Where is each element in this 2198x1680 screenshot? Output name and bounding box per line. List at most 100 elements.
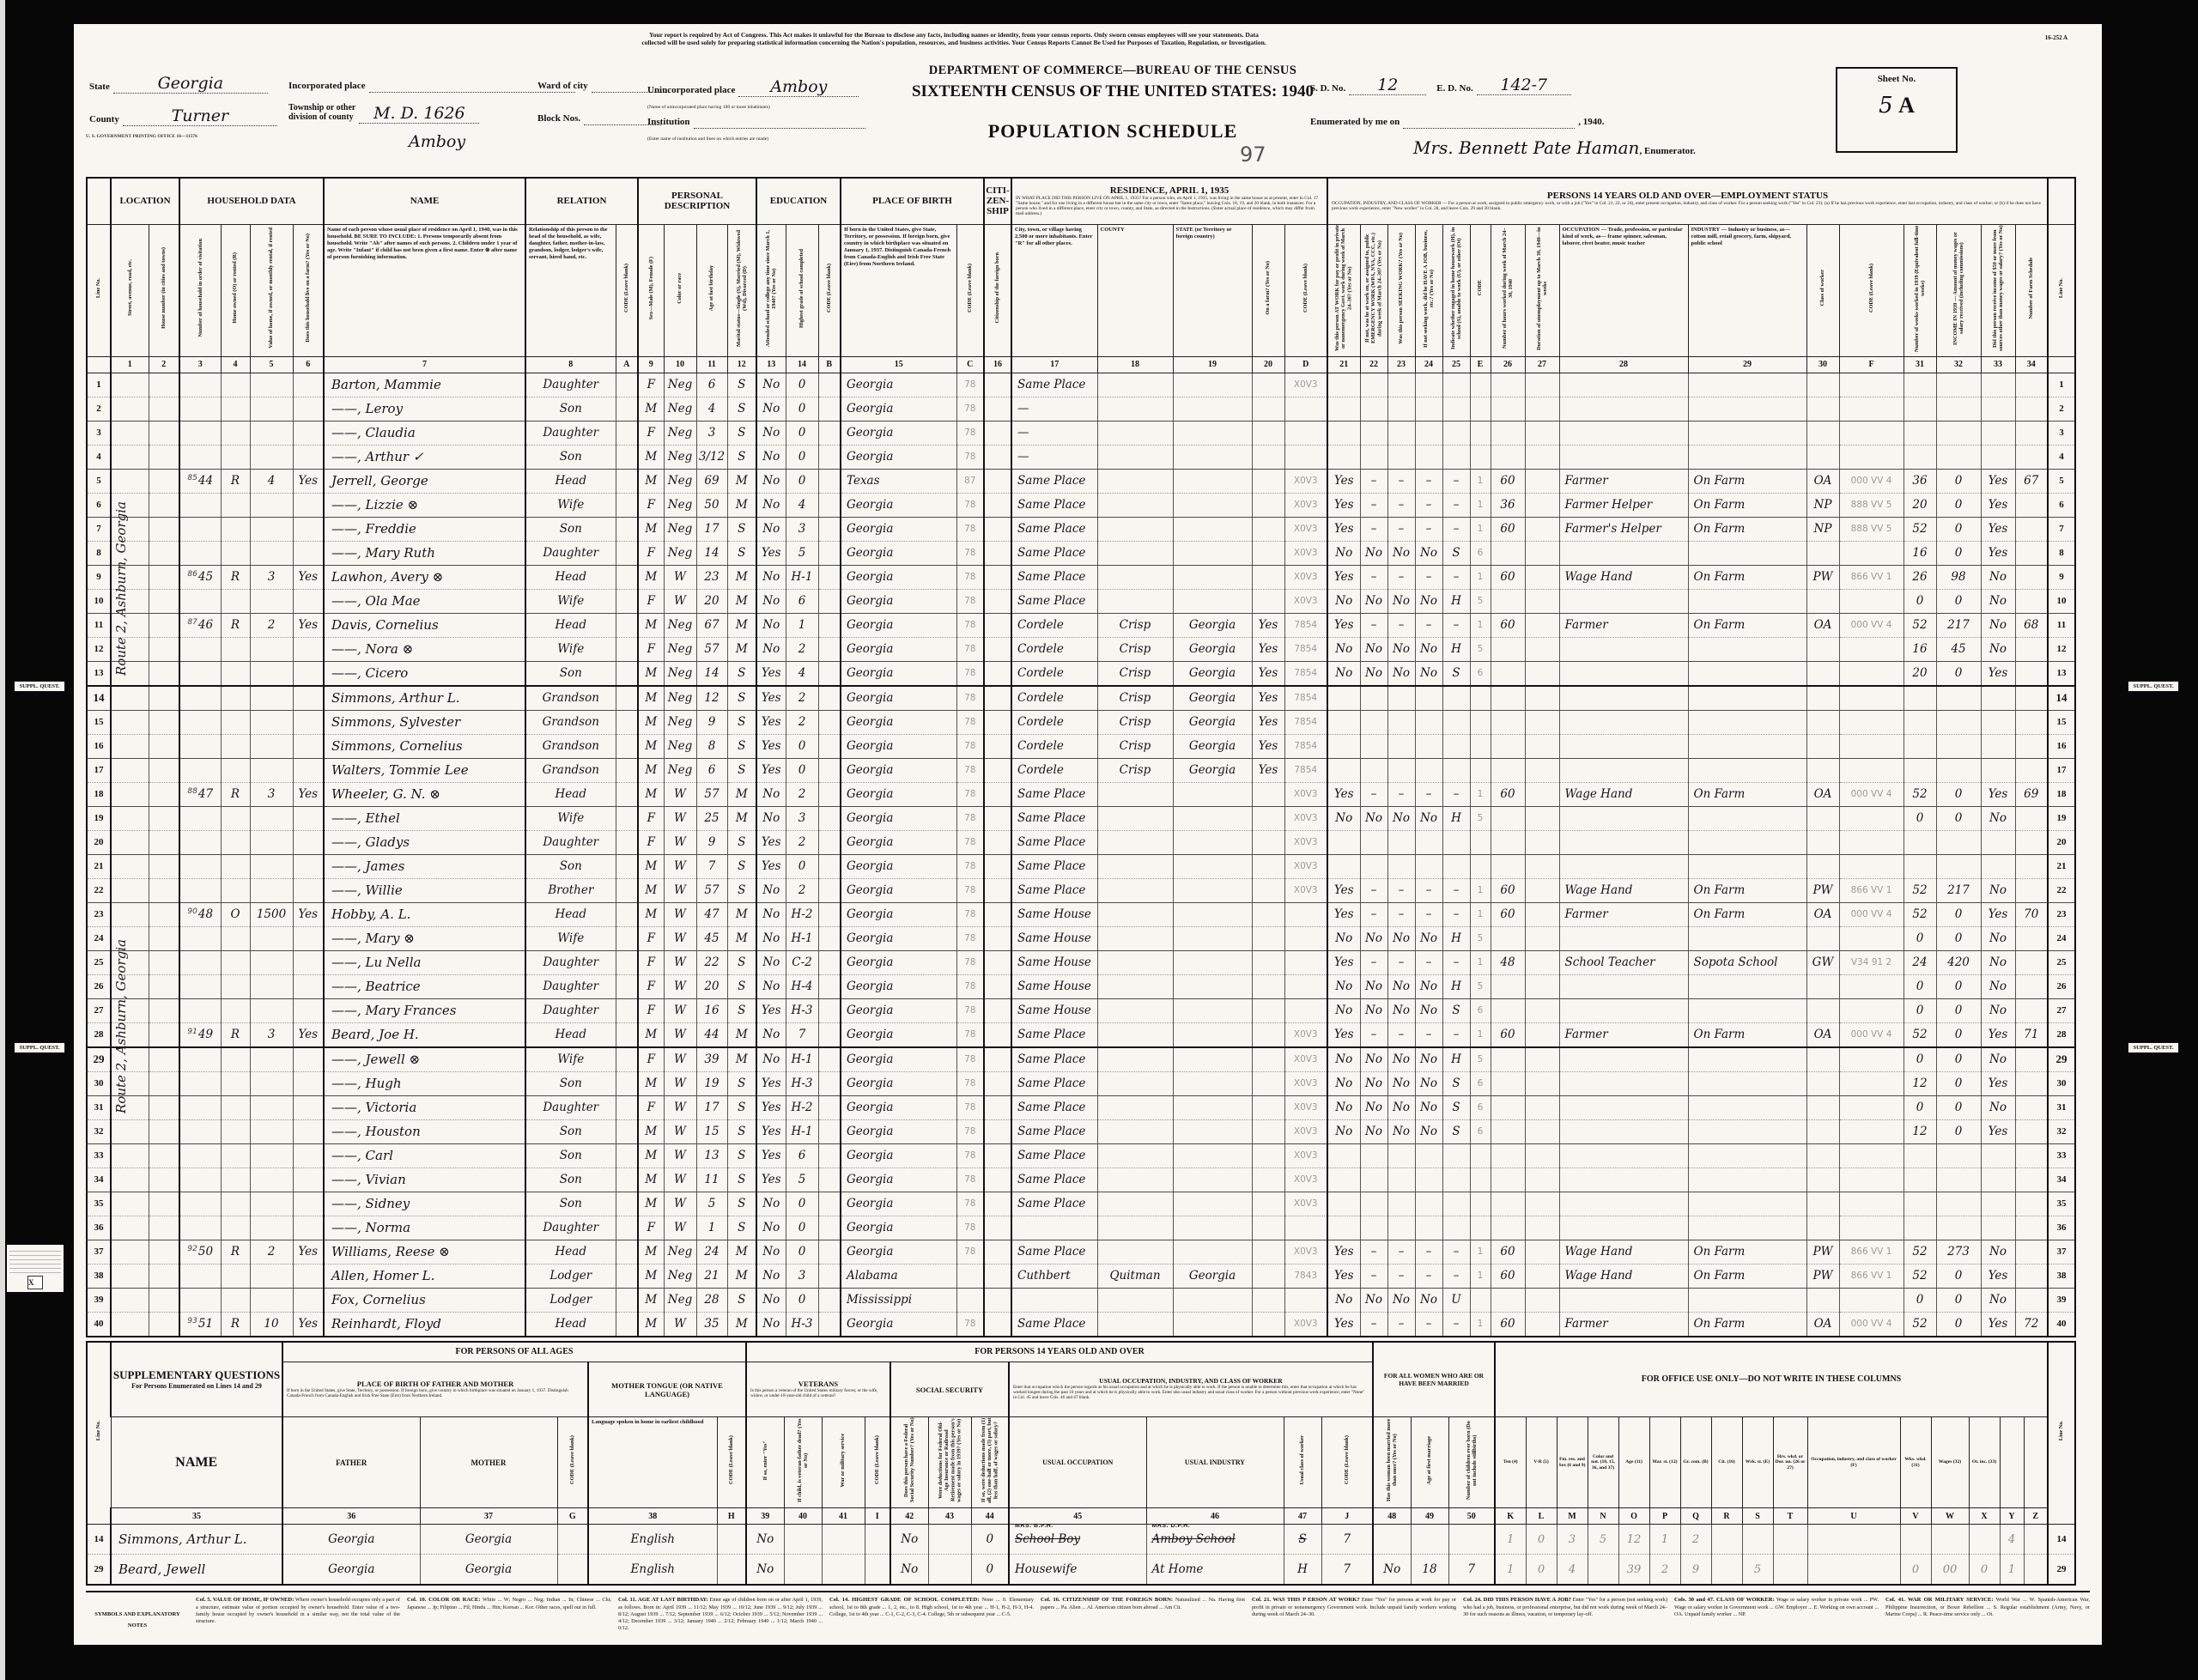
note-title: Col. 5. VALUE OF HOME, IF OWNED: [196,1597,294,1603]
cell-citizenship [983,589,1011,614]
cell-has-job: No [1414,589,1442,614]
cell-weeks-1939: 52 [1903,878,1936,903]
cell-activity [1442,710,1470,735]
cell-line: 19 [86,806,111,831]
cell-class-of-worker: NP [1806,517,1839,542]
cell-code-c: 78 [956,830,984,855]
cell-relation: Daughter [525,541,616,566]
cell-wages: 0 [1935,589,1981,614]
cell-occupation [1558,1143,1688,1168]
cell-house [148,469,179,494]
cell-industry [1687,806,1806,831]
cell-grade: 1 [785,613,818,638]
cell-house [148,710,179,735]
cell-name: ——, Claudia [323,421,525,446]
cell-res-farm [1251,1143,1284,1168]
cell-code-d: X0V3 [1284,1119,1327,1144]
cell-age: 15 [695,1119,727,1144]
cell-code-e: 6 [1469,661,1491,686]
cell-birthplace: Alabama [840,1264,956,1289]
cell-emergency-work: No [1359,1288,1387,1313]
cell-grade: 6 [785,1143,818,1168]
cell-emergency-work: – [1359,1264,1387,1289]
cell-farm-schedule [2014,950,2048,975]
cell-office-O: 12 [1618,1524,1649,1555]
cell-age: 5 [695,1192,727,1216]
cell-office-K: 1 [1494,1554,1526,1586]
cell-farm-schedule [2014,421,2048,446]
cell-code-f [1838,1095,1904,1120]
cell-code-a [615,1119,638,1144]
cell-house [148,734,179,759]
cell-farm [292,734,324,759]
cell-sex: F [637,1095,664,1120]
cell-race: W [663,1216,696,1240]
cell-activity: S [1442,1071,1470,1096]
cell-marital: M [726,926,756,951]
table-row: 17 Walters, Tommie Lee Grandson M Neg 6 S Yes 0 G… [86,758,2075,783]
cell-code-a [615,613,638,638]
cell-tenure [220,878,250,903]
cell-farm [292,974,324,999]
cell-grade: 2 [785,684,818,711]
cell-farm: Yes [292,1240,324,1265]
cell-has-job [1414,445,1442,470]
cell-relation: Head [525,613,616,638]
cell-school: No [756,1022,786,1047]
cell-relation: Daughter [525,830,616,855]
cell-citizenship [983,684,1011,711]
cell-age: 57 [695,782,727,807]
cell-has-job [1414,1143,1442,1168]
cell-sex: F [637,806,664,831]
cell-emergency-work [1359,854,1387,879]
cell-code-d [1284,926,1327,951]
cell-res-farm [1251,1240,1284,1265]
cell-has-job: – [1414,469,1442,494]
cell-farm [292,950,324,975]
cell-name: Allen, Homer L. [323,1264,525,1289]
cell-res-state [1172,589,1252,614]
cell-activity: H [1442,637,1470,662]
cell-deductions [927,1524,971,1555]
cell-other-income: No [1980,878,2015,903]
cell-at-work: No [1327,1095,1360,1120]
col-header-farm-schedule: Number of Farm Schedule [2014,223,2049,357]
cell-code-d: X0V3 [1284,1071,1327,1096]
cell-other-income: No [1980,1095,2015,1120]
cell-code-d [1284,974,1327,999]
cell-children-born: 7 [1448,1554,1495,1586]
col-header-office-R: Cit. (16) [1710,1416,1743,1508]
cell-other-income: Yes [1980,661,2015,686]
cell-line: 16 [86,734,111,759]
cell-line: 40 [86,1312,111,1337]
cell-code-c: 78 [956,637,984,662]
cell-res-state [1172,565,1252,590]
cell-street [110,1216,149,1240]
cell-occupation [1558,445,1688,470]
cell-home-value [249,589,293,614]
cell-grade: H-1 [785,1119,818,1144]
col-header-house: House number (in cities and towns) [148,223,180,357]
cell-household-no [179,1216,221,1240]
col-header-line: Line No. [86,1341,112,1525]
cell-hours-worked [1490,541,1525,566]
cell-line: 22 [86,878,111,903]
cell-hours-worked [1490,854,1525,879]
cell-class-of-worker: PW [1806,1240,1839,1265]
col-number: 32 [1935,355,1982,373]
explanatory-note: Col. 10. COLOR OR RACE: White ... W; Neg… [407,1597,611,1632]
cell-street [110,613,149,638]
cell-marital: M [726,493,756,518]
unincorporated-value: Amboy [738,77,859,97]
cell-household-no [179,541,221,566]
cell-wages: 0 [1935,1264,1981,1289]
col-header-unemployment: Duration of unemployment up to March 30,… [1524,223,1560,357]
cell-tenure [220,1168,250,1192]
cell-res-state [1172,1192,1252,1216]
cell-line: 29 [86,1046,111,1072]
cell-grade: 2 [785,782,818,807]
cell-code-c: 78 [956,998,984,1023]
table-row: 22 ——, Willie Brother M W 57 S No 2 Georgia 78 Same… [86,878,2075,903]
cell-farm [292,926,324,951]
cell-at-work: Yes [1327,1264,1360,1289]
